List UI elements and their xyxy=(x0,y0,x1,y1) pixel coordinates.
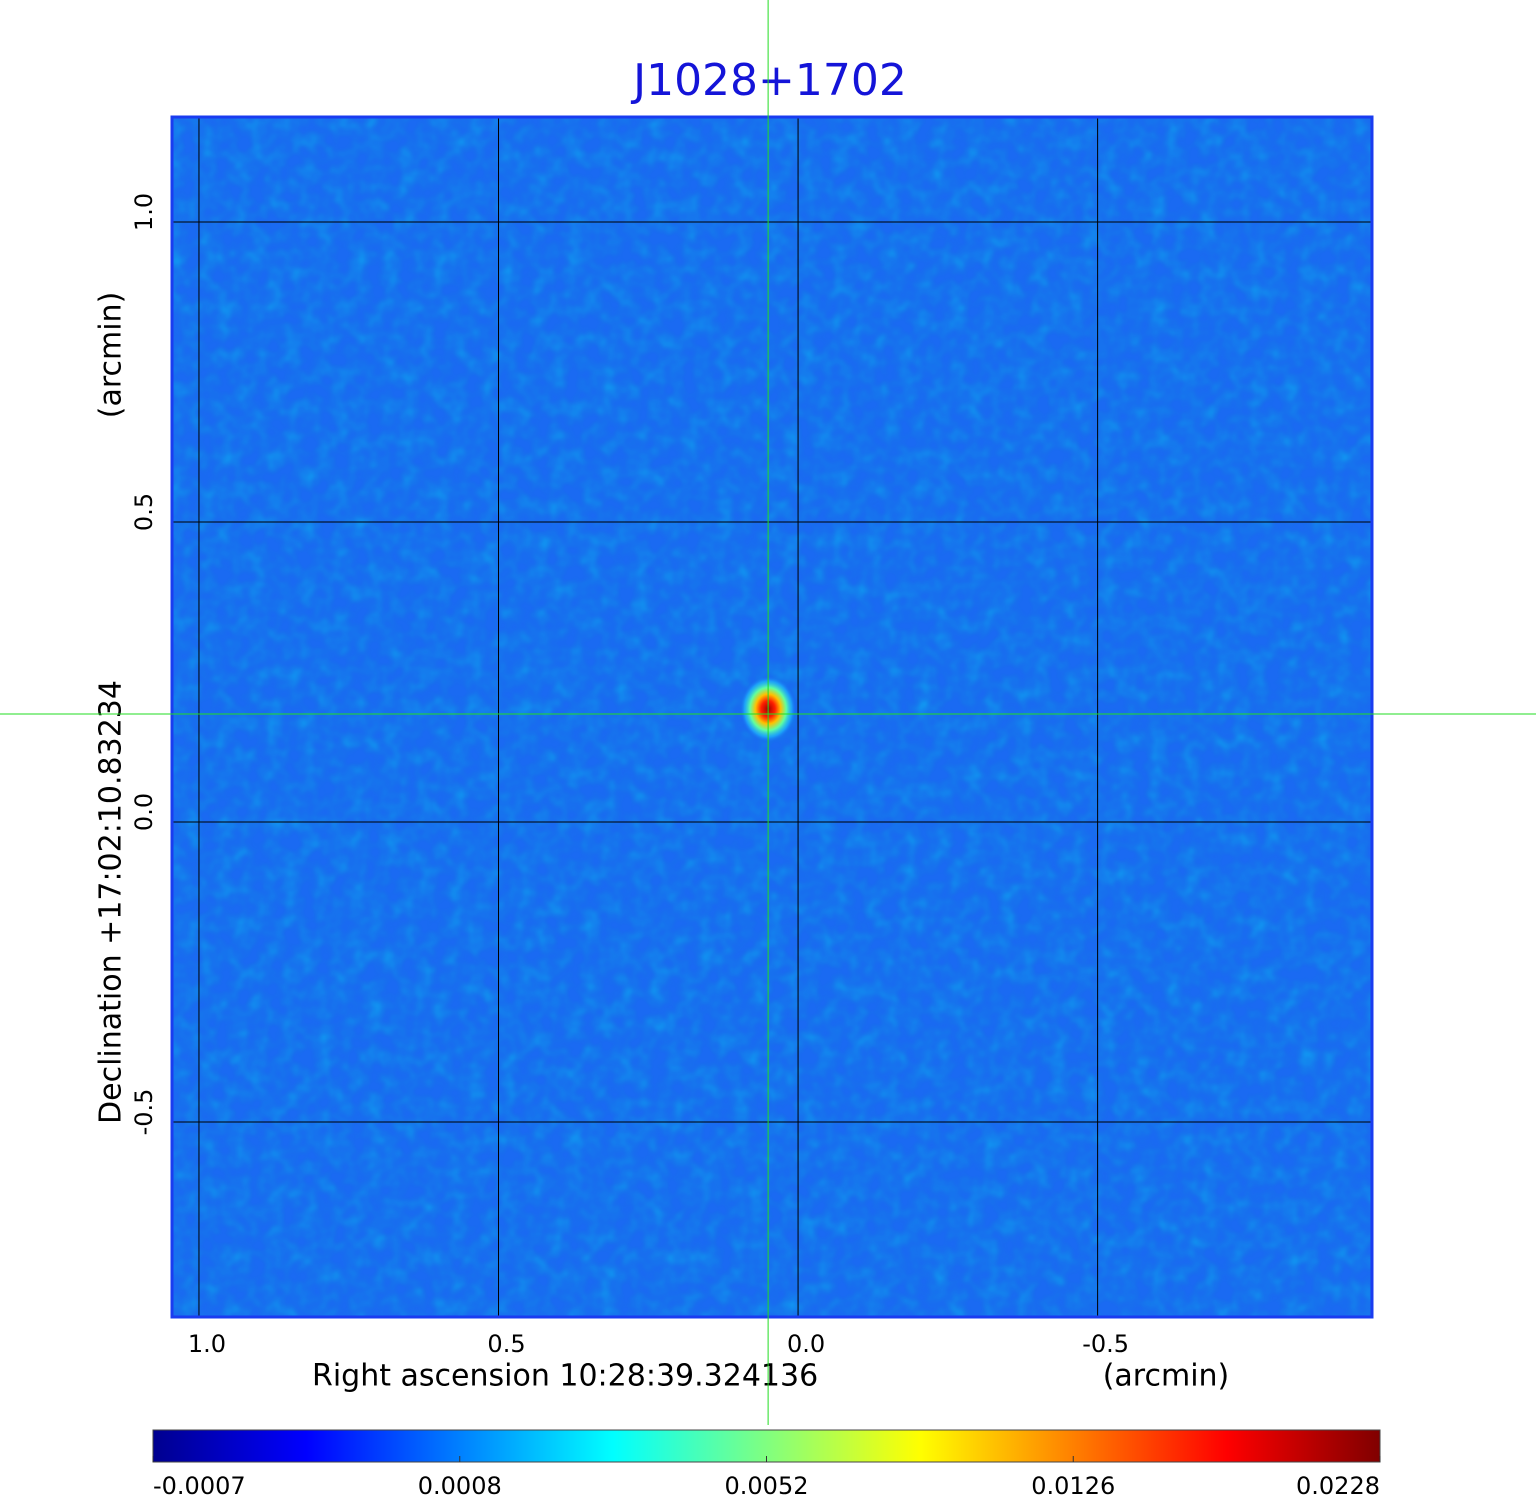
y-tick-label: 1.0 xyxy=(130,193,158,231)
x-tick-label: 1.0 xyxy=(188,1330,226,1358)
colorbar-tick-label: 0.0008 xyxy=(418,1472,502,1500)
colorbar-tick-label: 0.0126 xyxy=(1031,1472,1115,1500)
y-tick-label: -0.5 xyxy=(130,1089,158,1136)
y-tick-label: 0.5 xyxy=(130,493,158,531)
x-axis-label: Right ascension 10:28:39.324136 xyxy=(312,1359,818,1394)
x-tick-label: 0.5 xyxy=(487,1330,525,1358)
y-axis-unit: (arcmin) xyxy=(94,292,129,419)
colorbar-tick-label: -0.0007 xyxy=(153,1472,246,1500)
y-tick-label: 0.0 xyxy=(130,793,158,831)
y-axis-label: Declination +17:02:10.83234 xyxy=(94,680,129,1124)
image-frame xyxy=(170,115,1374,1319)
colorbar-tick-label: 0.0052 xyxy=(725,1472,809,1500)
x-tick-label: -0.5 xyxy=(1082,1330,1129,1358)
x-axis-unit: (arcmin) xyxy=(1103,1359,1230,1394)
x-tick-label: 0.0 xyxy=(787,1330,825,1358)
colorbar-tick-label: 0.0228 xyxy=(1296,1472,1380,1500)
